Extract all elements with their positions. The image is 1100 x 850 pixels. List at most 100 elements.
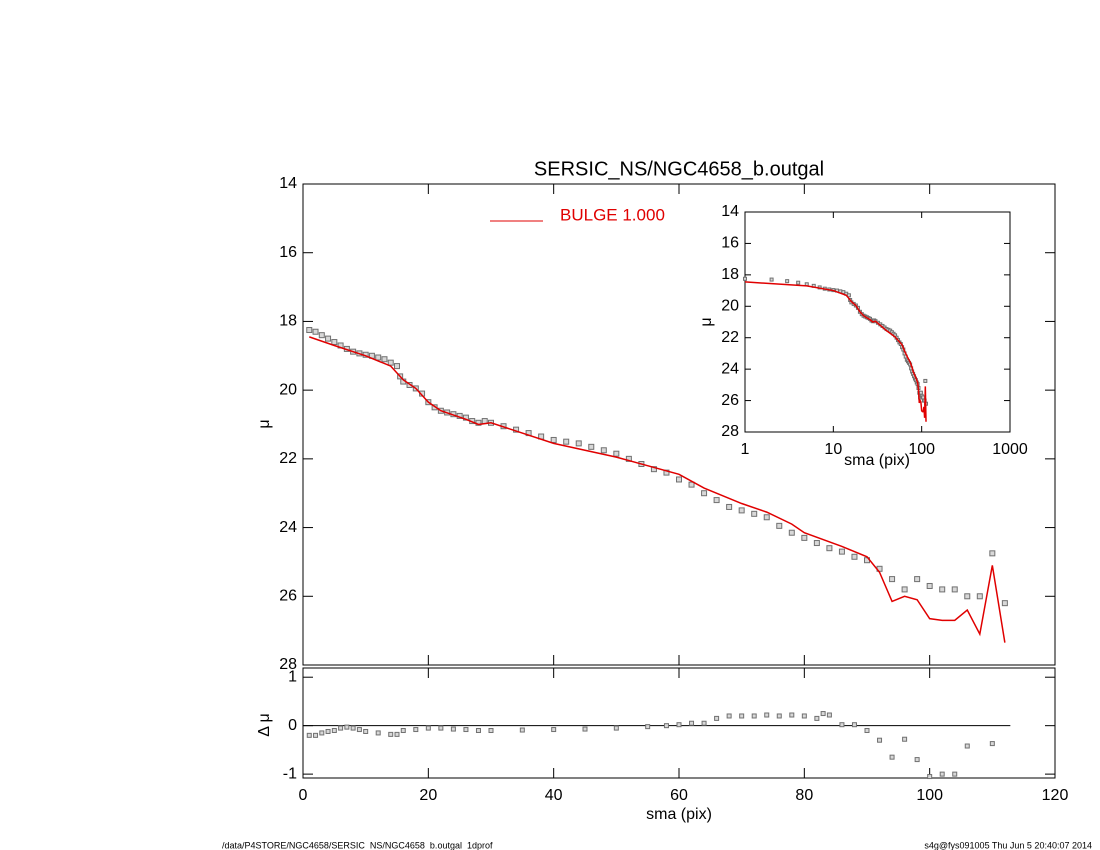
- data-point: [394, 731, 400, 737]
- x-tick-label: 1: [741, 441, 750, 458]
- data-point: [588, 443, 595, 450]
- data-point: [450, 726, 456, 732]
- data-point: [413, 727, 419, 733]
- y-axis-label: Δ μ: [256, 713, 273, 736]
- data-point: [714, 715, 720, 721]
- x-tick-label: 120: [1042, 787, 1069, 804]
- data-point: [387, 359, 394, 366]
- data-point: [356, 727, 362, 733]
- data-point: [701, 490, 708, 497]
- data-point: [889, 576, 896, 583]
- data-point: [613, 725, 619, 731]
- data-point: [769, 277, 774, 282]
- data-point: [394, 363, 400, 370]
- data-point: [914, 576, 921, 583]
- data-point: [921, 395, 926, 400]
- legend-label: BULGE 1.000: [560, 205, 665, 224]
- data-point: [306, 327, 313, 334]
- data-point: [650, 466, 657, 473]
- data-point: [318, 332, 325, 339]
- x-tick-label: 10: [824, 441, 842, 458]
- y-tick-label: 14: [721, 203, 739, 220]
- y-tick-label: -1: [283, 765, 297, 782]
- data-point: [788, 529, 795, 536]
- data-point: [864, 728, 870, 734]
- y-tick-label: 1: [288, 668, 297, 685]
- data-point: [738, 507, 745, 514]
- data-point: [563, 438, 570, 445]
- y-tick-label: 16: [279, 244, 297, 261]
- data-point: [902, 736, 908, 742]
- data-point: [801, 534, 808, 541]
- y-tick-label: 20: [721, 298, 739, 315]
- data-point: [363, 728, 369, 734]
- x-tick-label: 0: [299, 787, 308, 804]
- data-point: [927, 774, 933, 780]
- data-point: [313, 732, 319, 738]
- data-point: [918, 390, 923, 395]
- y-tick-label: 24: [721, 360, 739, 377]
- data-point: [826, 545, 833, 552]
- data-point: [989, 550, 996, 557]
- y-tick-label: 16: [721, 235, 739, 252]
- data-point: [976, 593, 983, 600]
- data-point: [964, 593, 971, 600]
- inset-y-axis-label: μ: [698, 317, 715, 326]
- y-tick-label: 22: [279, 450, 297, 467]
- data-point: [846, 293, 851, 298]
- x-axis-label: sma (pix): [646, 806, 712, 823]
- data-point: [776, 713, 782, 719]
- y-tick-label: 26: [279, 588, 297, 605]
- data-point: [796, 280, 801, 285]
- data-point: [344, 724, 350, 730]
- data-point: [350, 725, 356, 731]
- data-point: [763, 514, 770, 521]
- x-tick-label: 40: [545, 787, 563, 804]
- data-point: [625, 455, 632, 462]
- data-point: [826, 712, 832, 718]
- x-tick-label: 1000: [992, 441, 1028, 458]
- data-point: [901, 586, 908, 593]
- x-tick-label: 80: [795, 787, 813, 804]
- data-point: [600, 447, 607, 454]
- data-point: [475, 728, 481, 734]
- data-point: [400, 728, 406, 734]
- data-point: [951, 586, 958, 593]
- data-point: [785, 279, 790, 284]
- y-tick-label: 24: [279, 519, 297, 536]
- data-point: [939, 586, 946, 593]
- chart-title: SERSIC_NS/NGC4658_b.outgal: [534, 158, 824, 180]
- plot-frame: [744, 211, 1011, 433]
- data-point: [575, 440, 582, 447]
- data-point: [331, 728, 337, 734]
- data-point: [1001, 600, 1008, 607]
- data-point: [820, 711, 826, 717]
- y-tick-label: 26: [721, 392, 739, 409]
- y-tick-label: 18: [279, 313, 297, 330]
- data-point: [550, 436, 557, 443]
- data-point: [325, 335, 332, 342]
- data-point: [319, 730, 325, 736]
- x-tick-label: 60: [670, 787, 688, 804]
- data-point: [839, 722, 845, 728]
- data-point: [939, 771, 945, 777]
- data-point: [613, 450, 620, 457]
- data-point: [306, 732, 312, 738]
- y-tick-label: 18: [721, 266, 739, 283]
- data-point: [743, 276, 747, 281]
- data-point: [851, 722, 857, 728]
- data-point: [926, 582, 933, 589]
- data-point: [789, 712, 795, 718]
- x-tick-label: 100: [908, 441, 935, 458]
- data-point: [388, 731, 394, 737]
- data-point: [838, 548, 845, 555]
- y-tick-label: 0: [288, 717, 297, 734]
- data-point: [764, 712, 770, 718]
- data-point: [312, 328, 319, 335]
- data-point: [676, 476, 682, 483]
- data-point: [801, 713, 807, 719]
- data-point: [889, 754, 895, 760]
- data-point: [726, 503, 733, 510]
- data-point: [989, 741, 995, 747]
